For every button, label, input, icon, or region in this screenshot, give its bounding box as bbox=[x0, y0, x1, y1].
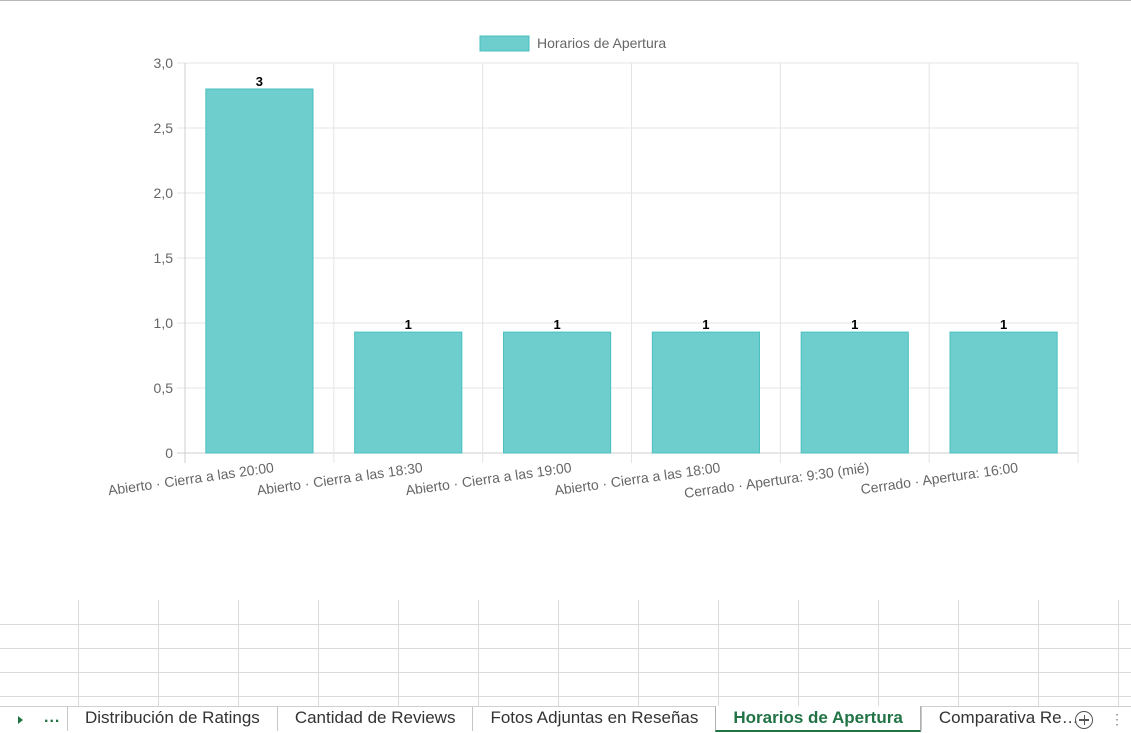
column-gridline bbox=[478, 600, 479, 706]
chart-grid bbox=[177, 62, 1079, 463]
x-category-label: Cerrado · Apertura: 16:00 bbox=[860, 459, 1020, 497]
column-gridline bbox=[1118, 600, 1119, 706]
column-gridline bbox=[878, 600, 879, 706]
next-sheet-arrow-icon[interactable] bbox=[18, 716, 23, 724]
column-gridline bbox=[638, 600, 639, 706]
x-category-label: Abierto · Cierra a las 18:30 bbox=[256, 459, 424, 498]
y-tick-label: 0 bbox=[165, 445, 173, 461]
bar-data-label: 1 bbox=[405, 317, 412, 332]
column-gridline bbox=[78, 600, 79, 706]
spreadsheet-cell-grid[interactable] bbox=[0, 600, 1131, 706]
column-gridline bbox=[398, 600, 399, 706]
bar[interactable] bbox=[205, 88, 314, 454]
tab-distribucion-de-ratings[interactable]: Distribución de Ratings bbox=[67, 707, 277, 731]
tab-options-icon[interactable]: ⋮ bbox=[1110, 711, 1124, 727]
row-gridline bbox=[0, 672, 1131, 673]
sheet-tabs: Distribución de Ratings Cantidad de Revi… bbox=[67, 706, 1085, 733]
y-tick-label: 1,0 bbox=[154, 315, 174, 331]
bar-chart: 0 0,5 1,0 1,5 2,0 2,5 3,0 3 Abierto · Cierra a l… bbox=[107, 35, 1079, 501]
y-tick-label: 2,0 bbox=[154, 185, 174, 201]
bar[interactable] bbox=[949, 331, 1058, 454]
row-gridline bbox=[0, 624, 1131, 625]
column-gridline bbox=[558, 600, 559, 706]
y-tick-label: 0,5 bbox=[154, 380, 174, 396]
tab-horarios-de-apertura[interactable]: Horarios de Apertura bbox=[715, 706, 921, 732]
x-category-label: Abierto · Cierra a las 19:00 bbox=[405, 459, 573, 498]
tab-cantidad-de-reviews[interactable]: Cantidad de Reviews bbox=[276, 707, 473, 731]
window-top-border bbox=[0, 0, 1131, 1]
tab-fotos-adjuntas-en-resenas[interactable]: Fotos Adjuntas en Reseñas bbox=[472, 707, 715, 731]
column-gridline bbox=[1038, 600, 1039, 706]
add-sheet-plus-icon[interactable] bbox=[1075, 711, 1093, 729]
row-gridline bbox=[0, 696, 1131, 697]
y-tick-label: 2,5 bbox=[154, 120, 174, 136]
x-category-label: Abierto · Cierra a las 20:00 bbox=[107, 459, 275, 498]
y-tick-label: 3,0 bbox=[154, 55, 174, 71]
bar[interactable] bbox=[651, 331, 760, 454]
column-gridline bbox=[798, 600, 799, 706]
bar[interactable] bbox=[354, 331, 463, 454]
legend-swatch bbox=[479, 35, 530, 52]
column-gridline bbox=[958, 600, 959, 706]
legend-series-name: Horarios de Apertura bbox=[537, 35, 666, 51]
sheet-tab-bar: ... Distribución de Ratings Cantidad de … bbox=[0, 706, 1131, 732]
chart-bars bbox=[205, 88, 1058, 454]
bar-data-label: 3 bbox=[256, 74, 263, 89]
bar[interactable] bbox=[503, 331, 612, 454]
column-gridline bbox=[238, 600, 239, 706]
tab-comparativa-res[interactable]: Comparativa Res ... bbox=[920, 707, 1085, 731]
y-tick-label: 1,5 bbox=[154, 250, 174, 266]
row-gridline bbox=[0, 648, 1131, 649]
column-gridline bbox=[158, 600, 159, 706]
bar-data-label: 1 bbox=[553, 317, 560, 332]
column-gridline bbox=[318, 600, 319, 706]
column-gridline bbox=[718, 600, 719, 706]
chart-legend[interactable]: Horarios de Apertura bbox=[479, 35, 666, 52]
bar-data-label: 1 bbox=[702, 317, 709, 332]
bar-data-label: 1 bbox=[1000, 317, 1007, 332]
bar[interactable] bbox=[800, 331, 909, 454]
bar-data-label: 1 bbox=[851, 317, 858, 332]
more-sheets-button[interactable]: ... bbox=[44, 709, 61, 726]
